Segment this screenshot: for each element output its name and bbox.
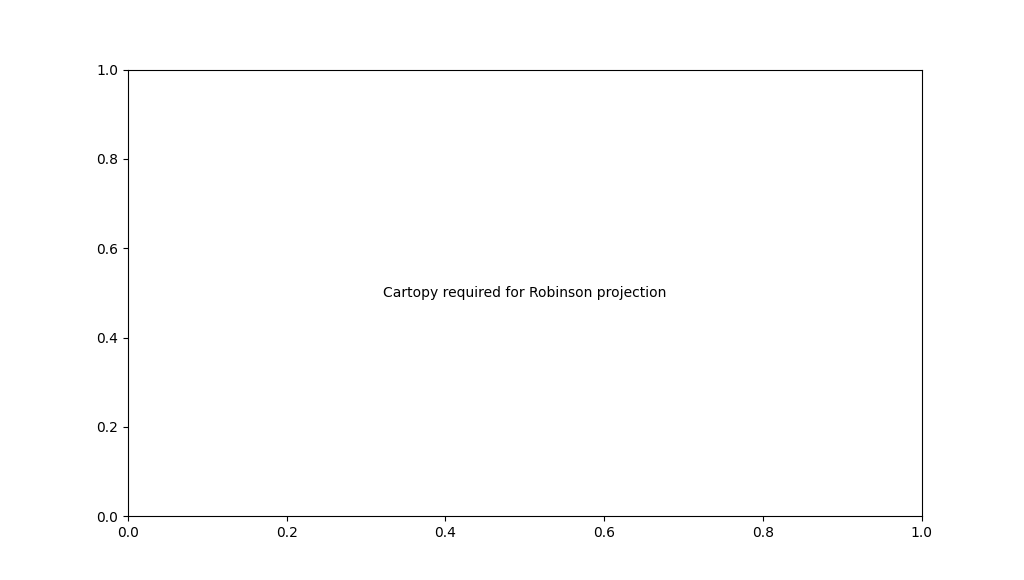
- Text: Cartopy required for Robinson projection: Cartopy required for Robinson projection: [383, 286, 667, 300]
